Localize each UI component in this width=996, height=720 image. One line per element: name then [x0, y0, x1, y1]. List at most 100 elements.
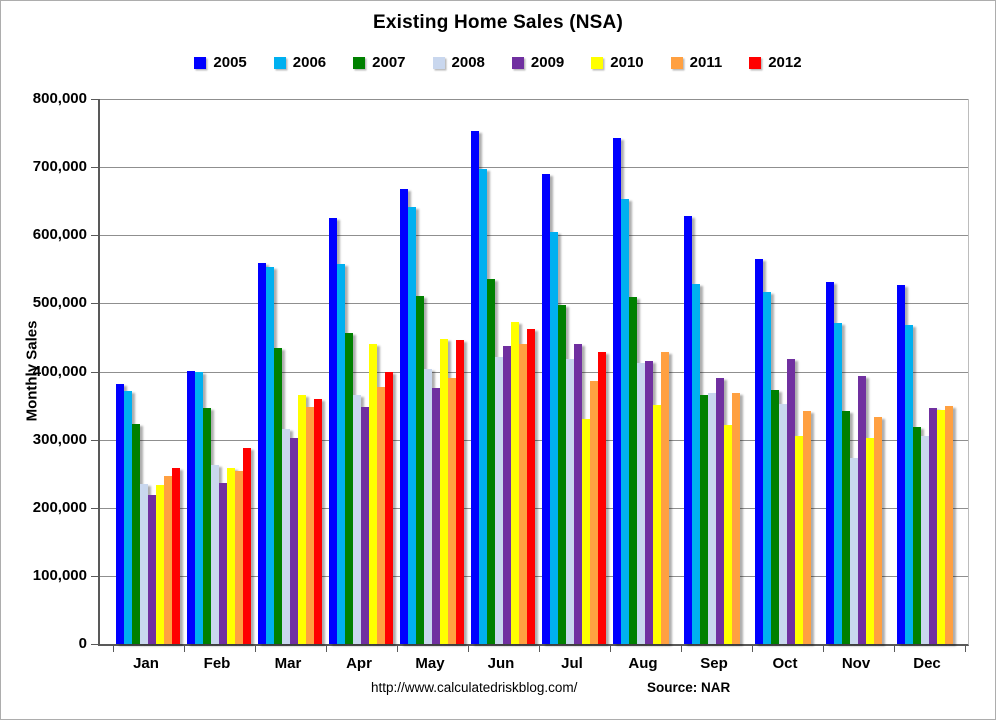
plot-area	[91, 99, 969, 652]
x-tick-label-oct: Oct	[772, 655, 798, 672]
legend-label: 2007	[372, 54, 406, 71]
bar-2007-aug	[629, 297, 637, 644]
y-axis-tick	[91, 439, 99, 441]
legend-swatch-2006	[273, 56, 286, 69]
y-axis-tick	[91, 303, 99, 305]
bar-2012-mar	[314, 398, 322, 644]
bar-2010-may	[440, 339, 448, 644]
y-axis-tick	[91, 371, 99, 373]
legend-swatch-2005	[194, 56, 207, 69]
gridline	[100, 303, 968, 305]
bar-2010-dec	[937, 409, 945, 644]
legend-item-2012: 2012	[749, 54, 802, 71]
bar-2008-apr	[353, 394, 361, 644]
bar-2005-nov	[826, 282, 834, 644]
bar-2006-mar	[266, 266, 274, 644]
bar-2008-jul	[566, 358, 574, 644]
bar-2005-jan	[116, 383, 124, 644]
x-axis-tick	[255, 646, 256, 652]
legend-label: 2010	[610, 54, 644, 71]
bar-2009-apr	[361, 406, 369, 644]
legend-label: 2008	[451, 54, 485, 71]
bar-group-jan	[116, 99, 187, 644]
gridline	[100, 99, 968, 100]
x-tick-label-apr: Apr	[346, 655, 372, 672]
bar-group-may	[400, 99, 471, 644]
bar-2008-jun	[495, 357, 503, 644]
bar-2006-apr	[337, 263, 345, 644]
x-axis-tick	[610, 646, 611, 652]
bar-2010-feb	[227, 468, 235, 644]
bar-2011-jun	[519, 344, 527, 644]
bar-2009-jul	[574, 343, 582, 644]
bar-2010-oct	[795, 435, 803, 644]
bar-2007-may	[416, 295, 424, 644]
x-tick-label-nov: Nov	[841, 655, 871, 672]
legend-label: 2011	[689, 54, 723, 71]
bar-2011-may	[448, 377, 456, 644]
bar-2005-sep	[684, 215, 692, 644]
chart-title: Existing Home Sales (NSA)	[373, 12, 623, 33]
legend: 2005 2006 2007 2008 2009 2010 2011 2012	[1, 54, 995, 71]
x-axis-tick	[894, 646, 895, 652]
legend-swatch-2012	[749, 56, 762, 69]
x-tick-label-sep: Sep	[700, 655, 728, 672]
footer-url: http://www.calculatedriskblog.com/	[371, 680, 578, 695]
x-axis-tick	[184, 646, 185, 652]
y-axis-tick	[91, 644, 99, 645]
x-axis-tick	[326, 646, 327, 652]
x-axis-tick	[468, 646, 469, 652]
legend-label: 2005	[213, 54, 247, 71]
bar-2008-jan	[140, 483, 148, 644]
x-tick-label-jun: Jun	[487, 655, 515, 672]
bar-2007-sep	[700, 395, 708, 644]
y-axis-tick	[91, 235, 99, 237]
bar-2009-feb	[219, 482, 227, 644]
y-tick-label: 600,000	[32, 226, 87, 244]
bar-2012-feb	[243, 448, 251, 644]
bar-2005-dec	[897, 284, 905, 644]
bar-group-sep	[684, 99, 755, 644]
bar-2006-jul	[550, 231, 558, 644]
legend-item-2007: 2007	[353, 54, 406, 71]
bar-2008-may	[424, 369, 432, 644]
bar-2007-jul	[558, 305, 566, 644]
y-tick-label: 800,000	[32, 90, 87, 107]
bar-2006-aug	[621, 199, 629, 644]
bar-2011-jan	[164, 475, 172, 644]
bar-2011-aug	[661, 352, 669, 644]
bar-2009-dec	[929, 407, 937, 644]
bar-group-feb	[187, 99, 258, 644]
bar-group-aug	[613, 99, 684, 644]
bar-2011-oct	[803, 411, 811, 644]
bar-group-mar	[258, 99, 329, 644]
x-axis-tick	[397, 646, 398, 652]
bar-2010-jan	[156, 484, 164, 644]
bar-2006-feb	[195, 371, 203, 644]
bar-2006-sep	[692, 284, 700, 644]
gridline	[100, 235, 968, 237]
bar-2008-nov	[850, 458, 858, 644]
bar-2008-feb	[211, 464, 219, 644]
y-tick-label: 700,000	[32, 158, 87, 176]
bar-2005-apr	[329, 218, 337, 644]
bar-2007-apr	[345, 332, 353, 644]
bar-2007-nov	[842, 411, 850, 644]
x-tick-label-feb: Feb	[203, 655, 231, 672]
bar-2011-jul	[590, 381, 598, 644]
y-tick-label: 100,000	[32, 566, 87, 584]
bar-2011-nov	[874, 417, 882, 644]
bar-2006-nov	[834, 323, 842, 644]
bar-2005-mar	[258, 263, 266, 644]
bar-2006-jun	[479, 169, 487, 644]
x-tick-label-jan: Jan	[133, 655, 159, 672]
bar-2009-aug	[645, 361, 653, 644]
footer-source: Source: NAR	[647, 680, 731, 695]
bar-2009-sep	[716, 377, 724, 644]
legend-swatch-2007	[353, 56, 366, 69]
bar-2010-jul	[582, 418, 590, 644]
y-tick-label: 200,000	[32, 498, 87, 516]
bar-2011-dec	[945, 405, 953, 644]
bar-2007-jun	[487, 278, 495, 644]
bar-2012-may	[456, 340, 464, 644]
